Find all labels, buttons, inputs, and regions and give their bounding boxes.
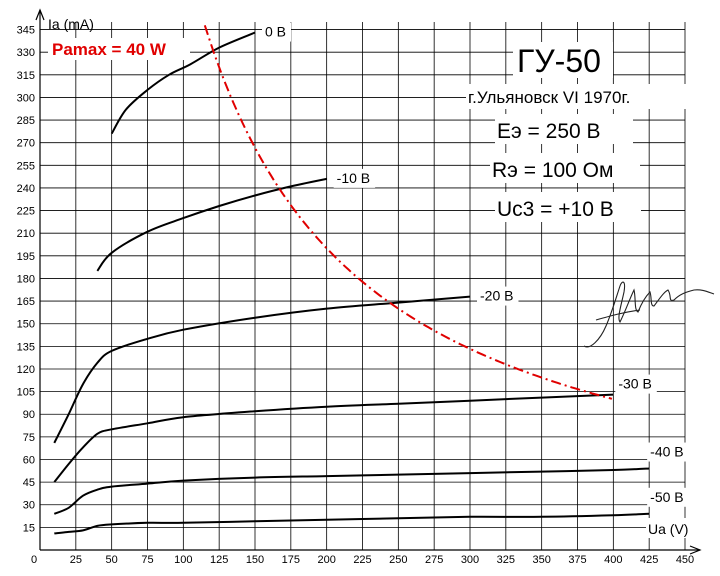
- x-tick-label-4: 100: [174, 554, 192, 566]
- y-tick-label-17: 270: [17, 138, 35, 150]
- y-tick-label-14: 225: [17, 206, 35, 218]
- y-tick-label-15: 240: [17, 183, 35, 195]
- param-3: Uс3 = +10 В: [497, 198, 614, 221]
- y-tick-label-5: 90: [23, 409, 35, 421]
- series-label-background-0: [262, 22, 292, 42]
- y-tick-label-10: 165: [17, 296, 35, 308]
- param-2: Rэ = 100 Ом: [492, 159, 613, 182]
- x-tick-label-7: 175: [282, 554, 300, 566]
- axes: [35, 8, 702, 555]
- x-tick-labels: 0 25 50 75 100 125 150 175 200 225 250 275 300 325 350…: [31, 554, 694, 566]
- y-axis-arrow: [35, 8, 45, 21]
- x-tick-label-9: 225: [353, 554, 371, 566]
- param-2-background: [490, 153, 640, 183]
- series-line-1: [96, 177, 327, 272]
- y-axis-title: Ia (mA): [48, 16, 94, 32]
- series-lines: [53, 31, 650, 535]
- series-line-0: [110, 31, 256, 135]
- series-label-background-2: [477, 286, 519, 306]
- pmax-hyperbola: [203, 24, 613, 400]
- y-tick-label-0: 15: [23, 522, 35, 534]
- series-label-1: -10 В: [337, 170, 370, 186]
- x-tick-label-18: 450: [676, 554, 694, 566]
- chart-title: ГУ-50: [517, 43, 601, 79]
- series-label-background-5: [647, 487, 689, 507]
- series-labels: 0 В -10 В -20 В -30 В -40 В -50 В: [262, 22, 689, 507]
- x-tick-label-13: 325: [497, 554, 515, 566]
- series-line-3: [53, 393, 614, 483]
- y-tick-label-16: 255: [17, 160, 35, 172]
- y-tick-label-13: 210: [17, 228, 35, 240]
- series-label-3: -30 В: [618, 376, 651, 392]
- x-tick-label-5: 125: [210, 554, 228, 566]
- y-tick-label-1: 30: [23, 500, 35, 512]
- x-tick-label-12: 300: [461, 554, 479, 566]
- x-tick-label-1: 25: [70, 554, 82, 566]
- y-tick-label-19: 300: [17, 92, 35, 104]
- subtitle-background: [466, 84, 688, 109]
- pmax-label: Pamax = 40 W: [52, 40, 167, 59]
- param-1-background: [495, 114, 633, 144]
- series-label-background-3: [615, 374, 657, 394]
- x-tick-label-3: 75: [141, 554, 153, 566]
- x-axis-title-background: [646, 518, 698, 538]
- y-tick-label-9: 150: [17, 319, 35, 331]
- pmax-line: [203, 24, 613, 400]
- y-tick-label-21: 330: [17, 47, 35, 59]
- chart-subtitle: г.Ульяновск VI 1970г.: [468, 88, 630, 107]
- y-tick-labels: 15 30 45 60 75 90 105 120 135 150 165 180 195 210 225 2…: [17, 25, 35, 535]
- y-tick-label-18: 285: [17, 115, 35, 127]
- x-tick-label-0: 0: [31, 554, 37, 566]
- y-tick-label-6: 105: [17, 387, 35, 399]
- series-label-4: -40 В: [650, 444, 683, 460]
- x-axis-title: Ua (V): [648, 521, 688, 537]
- param-3-background: [495, 192, 641, 222]
- series-label-5: -50 В: [650, 489, 683, 505]
- series-label-background-1: [333, 168, 376, 188]
- series-line-2: [53, 295, 471, 444]
- signature: [583, 281, 715, 348]
- series-label-0: 0 В: [265, 24, 286, 40]
- y-tick-label-8: 135: [17, 341, 35, 353]
- y-tick-label-20: 315: [17, 70, 35, 82]
- series-line-4: [53, 467, 650, 515]
- x-tick-label-6: 150: [246, 554, 264, 566]
- x-tick-label-10: 250: [389, 554, 407, 566]
- y-tick-label-4: 75: [23, 432, 35, 444]
- series-label-background-4: [647, 442, 689, 462]
- y-tick-label-22: 345: [17, 25, 35, 37]
- x-axis-arrow: [689, 545, 702, 555]
- x-tick-label-16: 400: [604, 554, 622, 566]
- param-1: Eэ = 250 В: [497, 120, 601, 143]
- y-tick-label-11: 180: [17, 273, 35, 285]
- x-tick-label-8: 200: [317, 554, 335, 566]
- x-tick-label-14: 350: [532, 554, 550, 566]
- y-tick-label-7: 120: [17, 364, 35, 376]
- series-line-5: [54, 512, 650, 535]
- x-tick-label-17: 425: [640, 554, 658, 566]
- x-tick-label-15: 375: [568, 554, 586, 566]
- title-background: [513, 42, 613, 78]
- series-label-2: -20 В: [480, 288, 513, 304]
- pmax-label-background: [48, 38, 190, 60]
- y-tick-label-2: 45: [23, 477, 35, 489]
- y-tick-label-3: 60: [23, 454, 35, 466]
- y-tick-label-12: 195: [17, 251, 35, 263]
- x-tick-label-11: 275: [425, 554, 443, 566]
- x-tick-label-2: 50: [106, 554, 118, 566]
